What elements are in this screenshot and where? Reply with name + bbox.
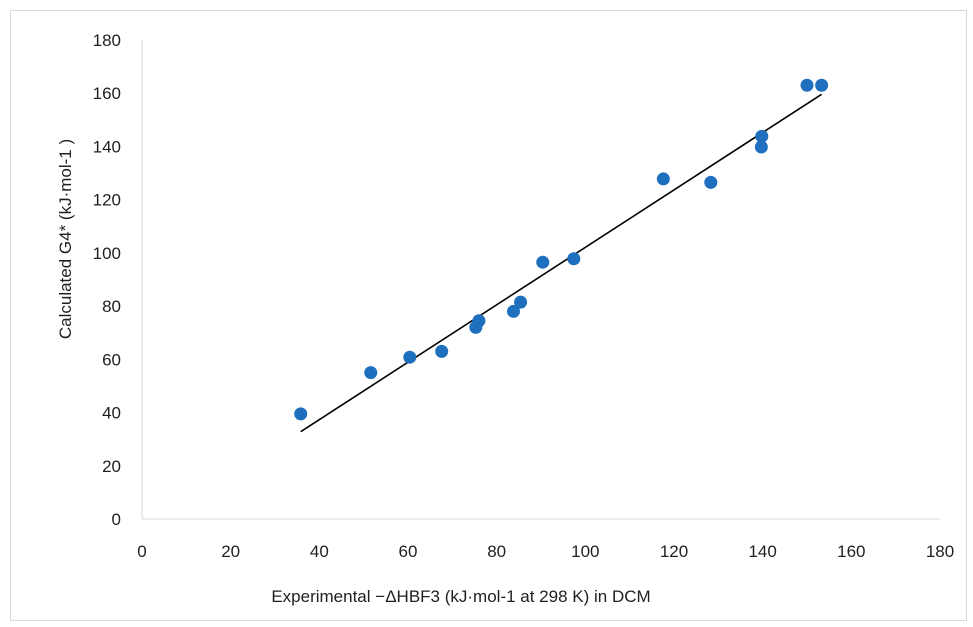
x-tick-label: 140 xyxy=(748,542,776,561)
tick-labels: 0 20 40 60 80 100 120 140 160 180 0 20 40 60 80 100 120 1… xyxy=(93,31,955,561)
y-tick-label: 20 xyxy=(102,457,121,476)
trendline-layer xyxy=(300,93,823,433)
data-point xyxy=(536,255,550,269)
y-tick-label: 140 xyxy=(93,137,121,156)
chart-area: 0 20 40 60 80 100 120 140 160 180 0 20 40 60 80 100 120 1… xyxy=(10,10,967,621)
axes xyxy=(141,40,940,520)
data-point xyxy=(294,407,308,421)
data-point xyxy=(800,78,814,92)
x-tick-label: 120 xyxy=(660,542,688,561)
y-tick-label: 160 xyxy=(93,84,121,103)
y-tick-label: 180 xyxy=(93,31,121,50)
x-tick-label: 0 xyxy=(137,542,146,561)
y-tick-label: 80 xyxy=(102,297,121,316)
x-axis-title: Experimental −ΔHBF3 (kJ·mol-1 at 298 K) … xyxy=(271,587,650,606)
data-point xyxy=(364,366,378,380)
x-tick-label: 20 xyxy=(221,542,240,561)
data-point xyxy=(704,175,718,189)
data-point xyxy=(403,350,417,364)
y-tick-label: 0 xyxy=(112,510,121,529)
y-axis-title: Calculated G4* (kJ·mol-1 ) xyxy=(56,139,75,339)
data-point xyxy=(754,140,768,154)
x-tick-label: 40 xyxy=(310,542,329,561)
data-point xyxy=(507,304,521,318)
x-tick-label: 100 xyxy=(571,542,599,561)
y-tick-label: 40 xyxy=(102,404,121,423)
scatter-chart: 0 20 40 60 80 100 120 140 160 180 0 20 40 60 80 100 120 1… xyxy=(56,31,955,606)
x-tick-label: 180 xyxy=(926,542,954,561)
y-tick-label: 100 xyxy=(93,244,121,263)
y-tick-label: 60 xyxy=(102,350,121,369)
x-tick-label: 80 xyxy=(487,542,506,561)
data-point xyxy=(514,295,528,309)
data-point xyxy=(656,172,670,186)
x-tick-label: 60 xyxy=(399,542,418,561)
data-point xyxy=(755,129,769,143)
trendline xyxy=(300,93,823,433)
data-points xyxy=(294,78,829,421)
y-tick-label: 120 xyxy=(93,191,121,210)
data-point xyxy=(472,314,486,328)
data-point xyxy=(815,78,829,92)
data-point xyxy=(567,252,581,266)
data-point xyxy=(435,344,449,358)
x-tick-label: 160 xyxy=(837,542,865,561)
